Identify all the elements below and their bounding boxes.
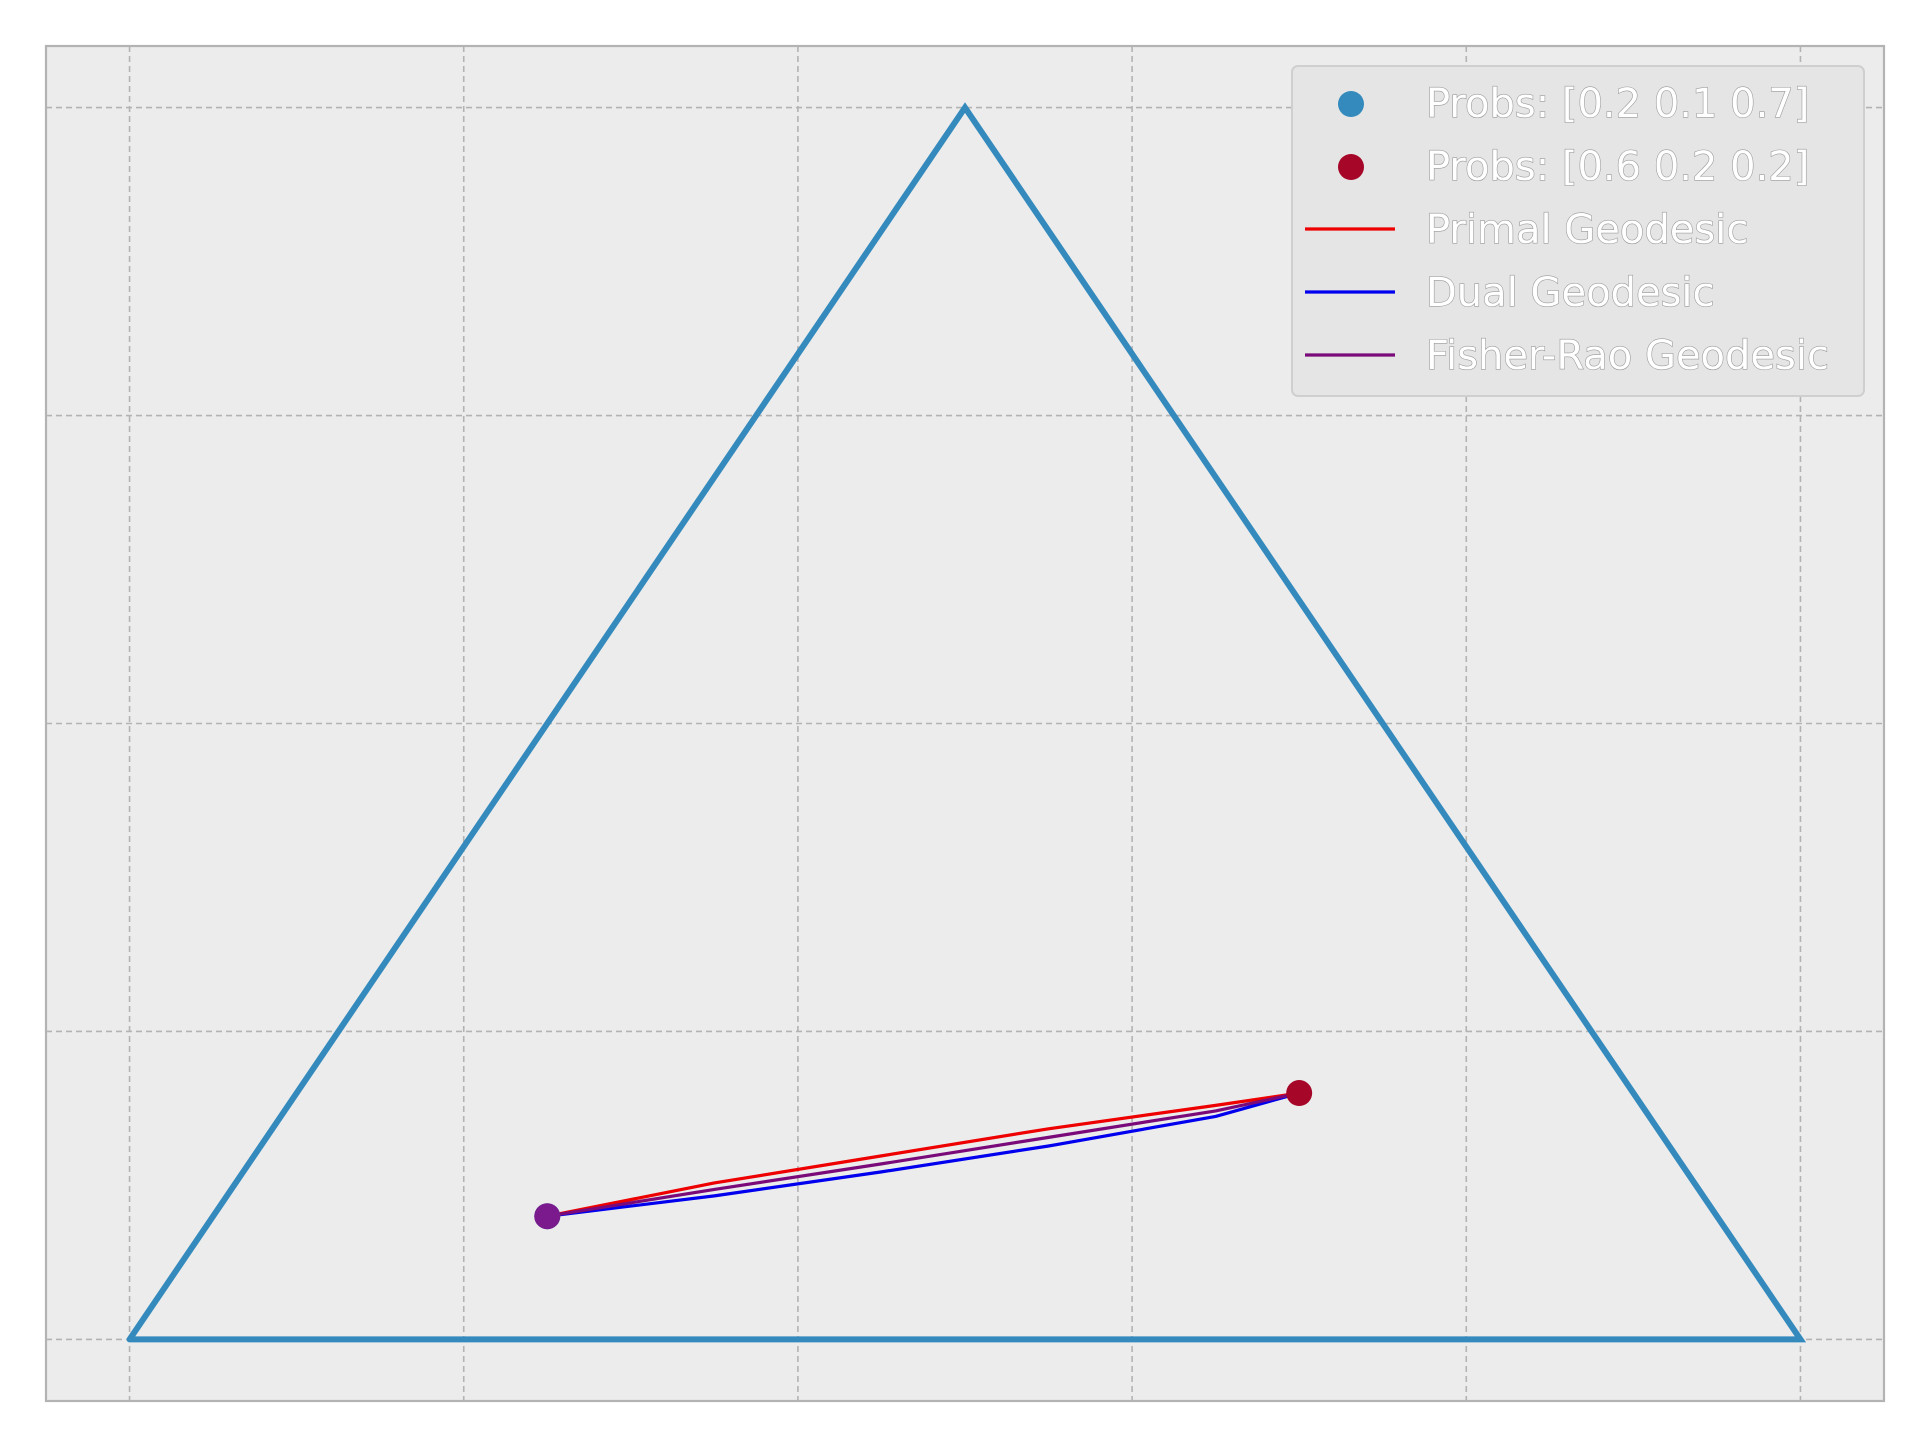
legend-marker-probs-a [1338, 91, 1364, 117]
legend-marker-probs-b [1338, 154, 1364, 180]
primal-geodesic-line [545, 1091, 1301, 1218]
legend-label-probs-b: Probs: [0.6 0.2 0.2] [1426, 144, 1809, 190]
simplex-triangle [126, 102, 1807, 1343]
legend-box [1291, 65, 1865, 397]
point-probs-a-overlay [534, 1203, 561, 1230]
legend-label-probs-a: Probs: [0.2 0.1 0.7] [1426, 81, 1809, 127]
legend-label-dual: Dual Geodesic [1426, 270, 1715, 316]
legend-label-primal: Primal Geodesic [1426, 207, 1748, 253]
legend: Probs: [0.2 0.1 0.7] Probs: [0.6 0.2 0.2… [1291, 65, 1865, 397]
fisher-rao-geodesic-line [545, 1091, 1301, 1218]
legend-label-fisher-rao: Fisher-Rao Geodesic [1426, 333, 1829, 379]
series-layer [126, 102, 1807, 1343]
point-probs-b [1286, 1080, 1313, 1107]
points-layer [534, 1080, 1313, 1230]
plot-frame [44, 44, 1886, 1403]
dual-geodesic-line [545, 1091, 1301, 1218]
